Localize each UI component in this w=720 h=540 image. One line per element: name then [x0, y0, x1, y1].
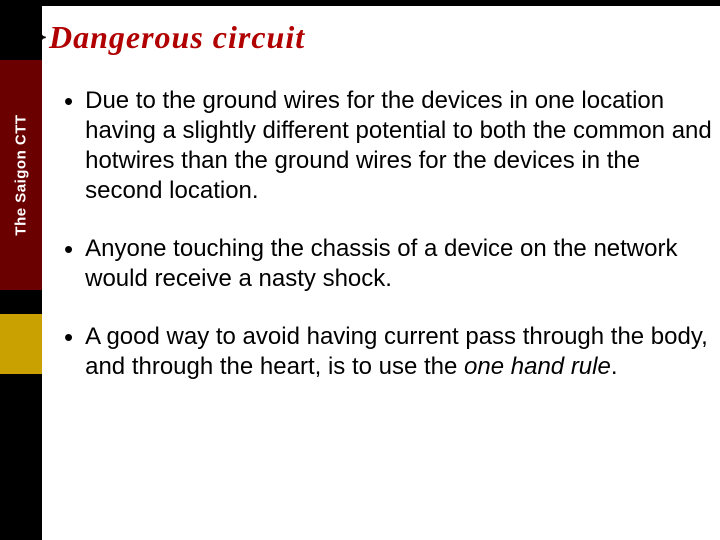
bullet-dot-icon: • [64, 234, 73, 264]
sidebar-segment-gold [0, 314, 42, 374]
bullet-text: Anyone touching the chassis of a device … [85, 234, 712, 294]
bullet-item: • Due to the ground wires for the device… [64, 86, 712, 206]
slide-title: } Dangerous circuit [32, 14, 692, 58]
bullet-text-post: . [611, 353, 618, 380]
bullet-dot-icon: • [64, 86, 73, 116]
bullet-dot-icon: • [64, 322, 73, 352]
slide-content: • Due to the ground wires for the device… [64, 86, 712, 410]
bullet-item: • A good way to avoid having current pas… [64, 322, 712, 382]
title-text: Dangerous circuit [49, 19, 305, 56]
sidebar [0, 6, 42, 540]
sidebar-segment-black-bottom [0, 374, 42, 540]
title-brace: } [32, 14, 47, 58]
bullet-text-italic: one hand rule [464, 353, 611, 380]
sidebar-vertical-label: The Saigon CTT [13, 114, 30, 235]
slide: The Saigon CTT } Dangerous circuit • Due… [0, 0, 720, 540]
sidebar-segment-black-gap [0, 290, 42, 314]
top-border [0, 0, 720, 6]
bullet-text: A good way to avoid having current pass … [85, 322, 712, 382]
bullet-item: • Anyone touching the chassis of a devic… [64, 234, 712, 294]
bullet-text: Due to the ground wires for the devices … [85, 86, 712, 206]
